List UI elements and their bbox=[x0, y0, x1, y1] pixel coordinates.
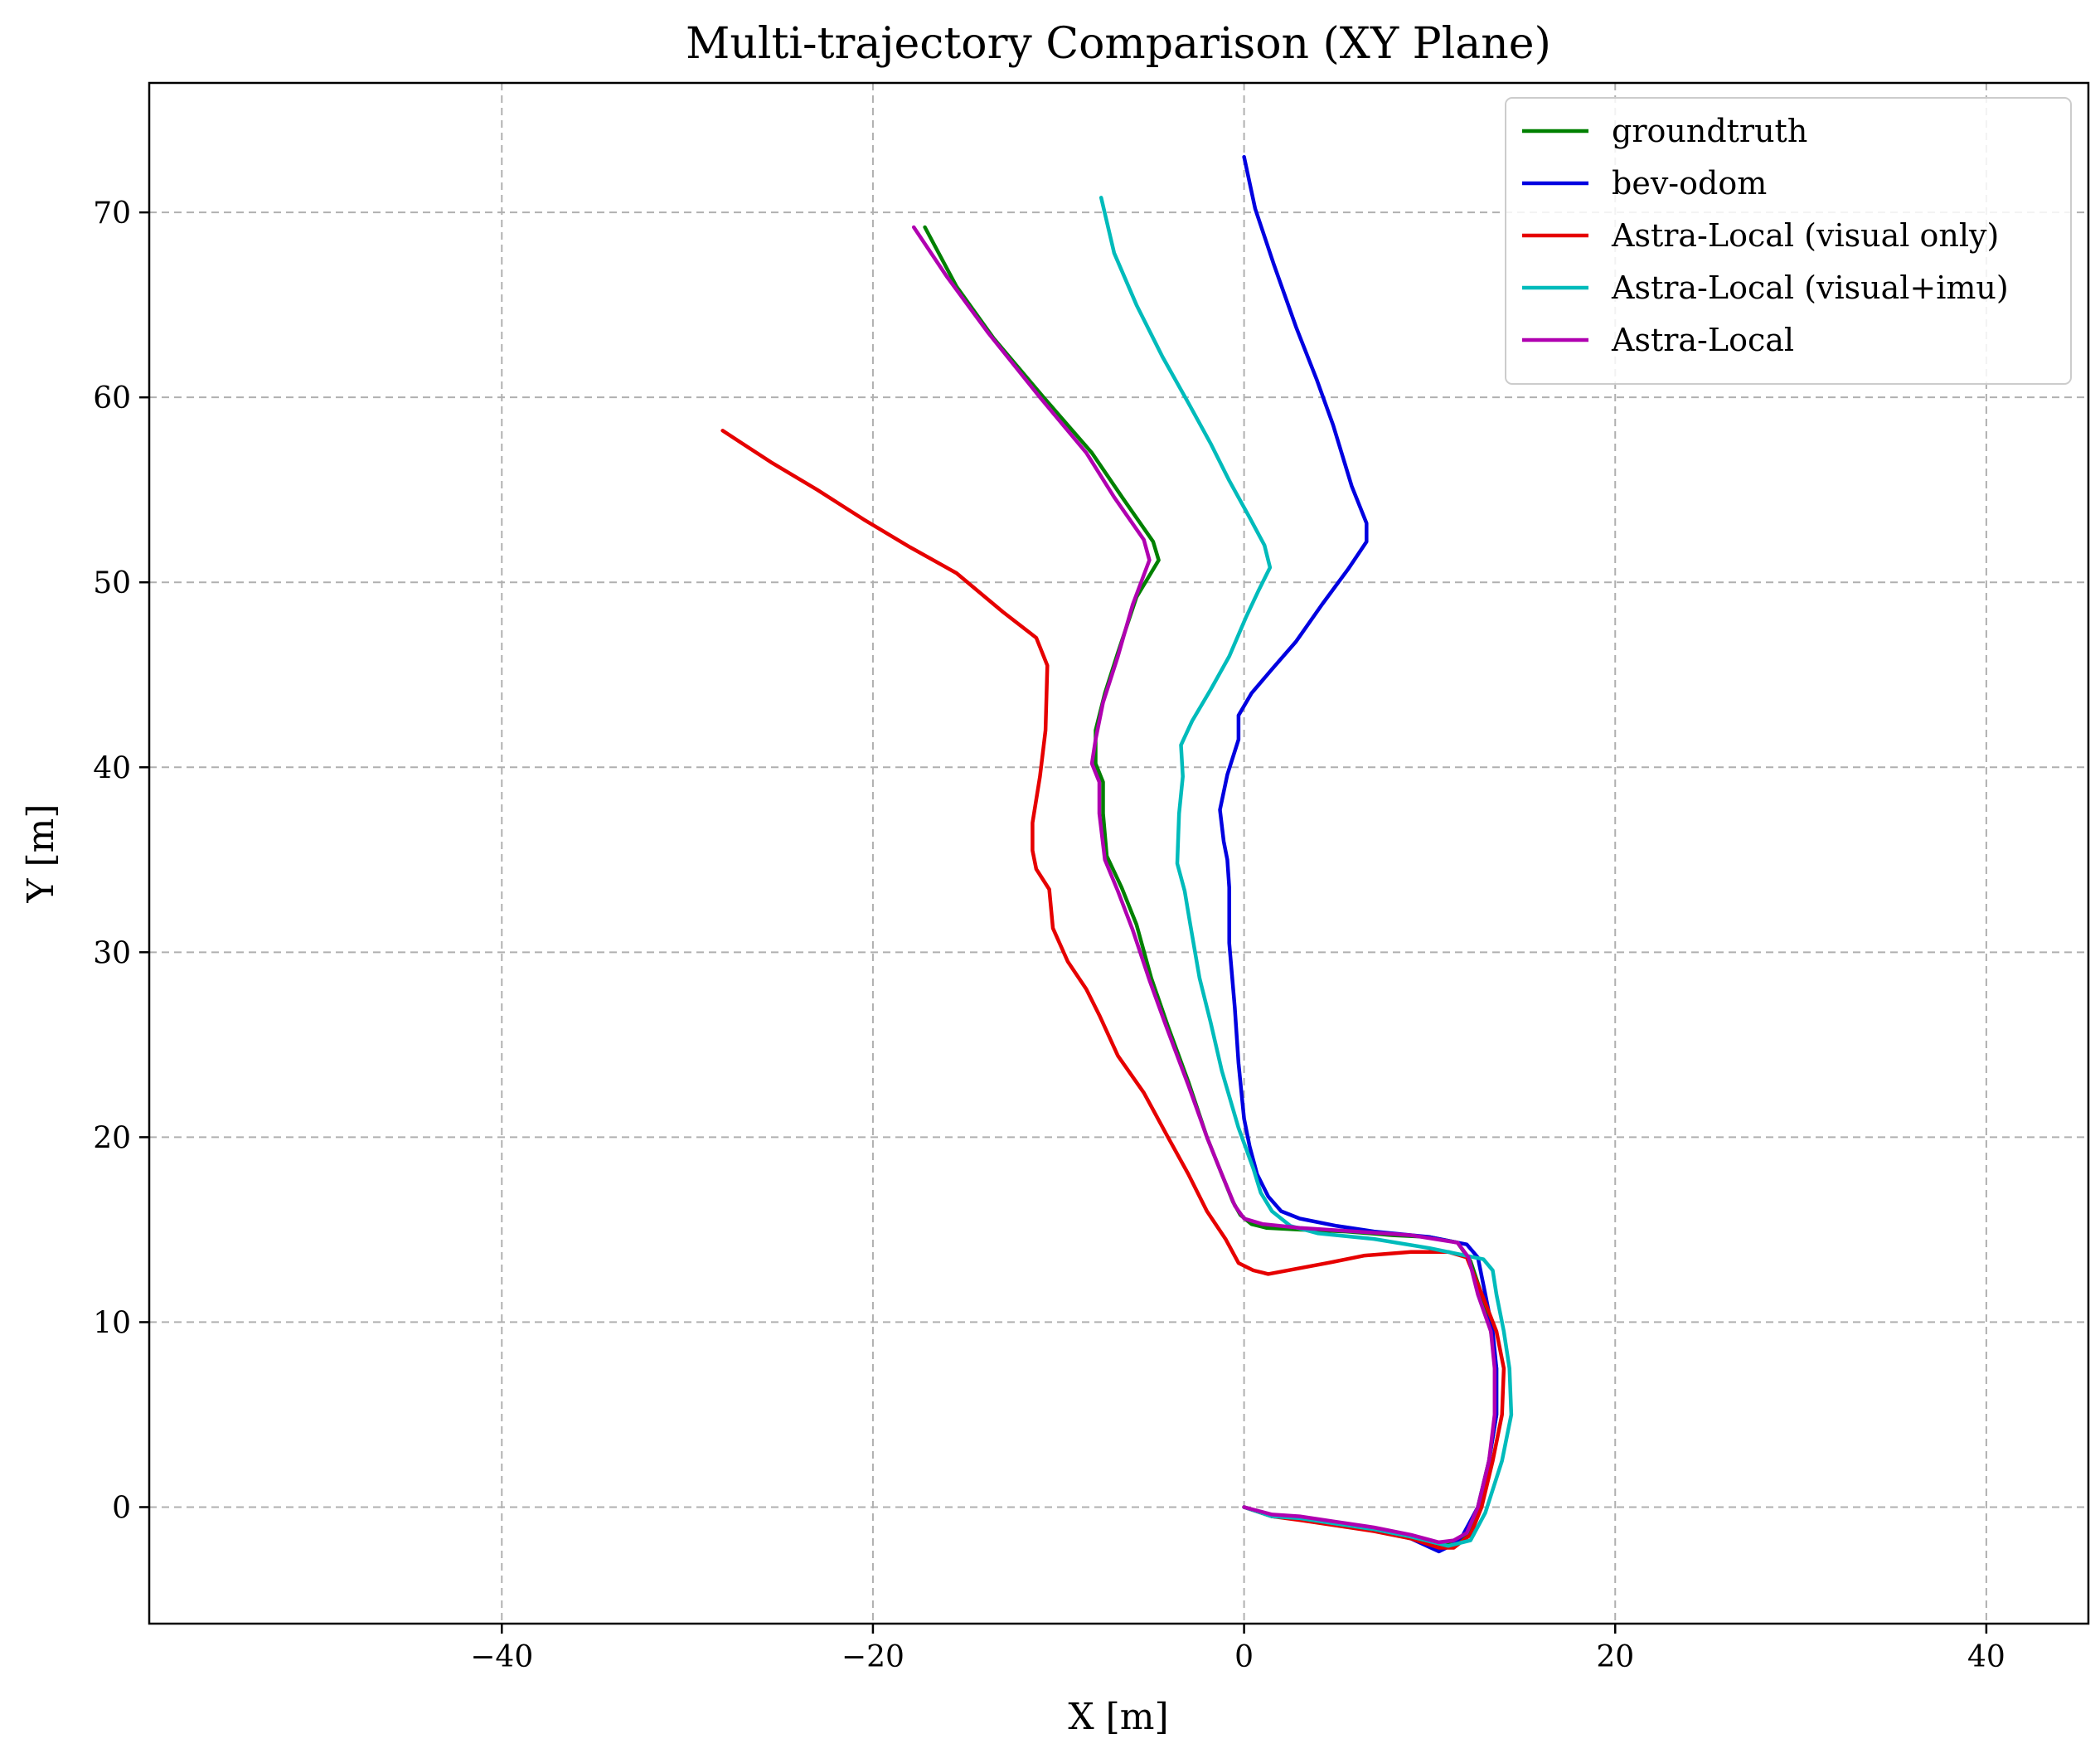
y-axis-label: Y [m] bbox=[20, 804, 62, 903]
legend-label: Astra-Local (visual only) bbox=[1611, 217, 1999, 254]
y-tick-label: 50 bbox=[93, 566, 131, 600]
y-tick-label: 60 bbox=[93, 381, 131, 415]
axis-ticks: −40 −20 0 20 40 0 10 20 30 40 50 60 70 bbox=[93, 197, 2005, 1674]
x-axis-label: X [m] bbox=[1068, 1696, 1168, 1738]
series-line-astra-local bbox=[911, 225, 1497, 1545]
series-layer bbox=[720, 154, 1514, 1554]
x-tick-label: −20 bbox=[841, 1640, 905, 1674]
series-line-astra-local-visual-imu bbox=[1098, 196, 1514, 1548]
legend-label: Astra-Local (visual+imu) bbox=[1611, 270, 2009, 306]
legend-label: Astra-Local bbox=[1611, 322, 1794, 358]
x-tick-label: 20 bbox=[1596, 1640, 1634, 1674]
plot-frame bbox=[148, 81, 2090, 1625]
legend: groundtruth bev-odom Astra-Local (visual o… bbox=[1505, 97, 2072, 385]
y-tick-label: 70 bbox=[93, 197, 131, 231]
legend-box bbox=[1505, 97, 2072, 385]
x-tick-label: −40 bbox=[470, 1640, 533, 1674]
chart-title: Multi-trajectory Comparison (XY Plane) bbox=[686, 19, 1551, 69]
series-line-bev-odom bbox=[1218, 154, 1499, 1554]
y-tick-label: 30 bbox=[93, 936, 131, 970]
series-line-astra-local-visual-only bbox=[720, 429, 1506, 1550]
x-tick-label: 0 bbox=[1234, 1640, 1254, 1674]
y-tick-label: 40 bbox=[93, 751, 131, 785]
legend-label: bev-odom bbox=[1612, 165, 1767, 202]
y-tick-label: 10 bbox=[93, 1306, 131, 1340]
y-tick-label: 0 bbox=[112, 1491, 131, 1525]
x-tick-label: 40 bbox=[1967, 1640, 2005, 1674]
y-tick-label: 20 bbox=[93, 1121, 131, 1155]
grid bbox=[149, 83, 2088, 1624]
legend-label: groundtruth bbox=[1612, 113, 1807, 149]
